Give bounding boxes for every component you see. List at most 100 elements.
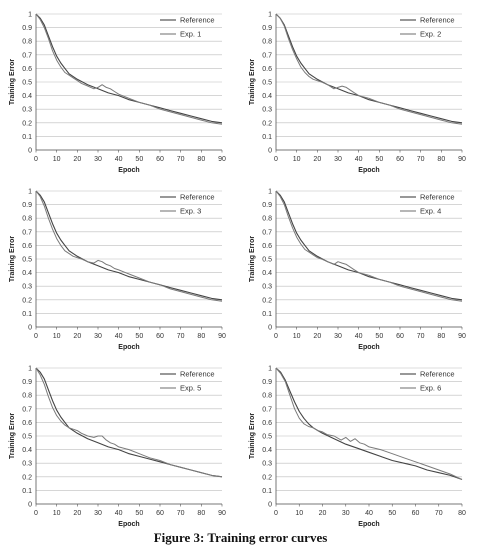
y-tick-label: 0.6	[262, 243, 272, 250]
y-tick-label: 0.7	[262, 52, 272, 59]
x-tick-label: 10	[53, 333, 61, 340]
y-tick-label: 0.3	[262, 461, 272, 468]
y-axis-label: Training Error	[9, 413, 16, 460]
y-tick-label: 0.6	[262, 66, 272, 73]
y-tick-label: 0.8	[262, 39, 272, 46]
y-tick-label: 0	[28, 502, 32, 509]
y-tick-label: 0	[268, 502, 272, 509]
chart-panel-5: 00.10.20.30.40.50.60.70.80.910 10 20 30 40 50…	[9, 366, 226, 529]
y-tick-label: 0.2	[22, 297, 32, 304]
x-tick-label: 20	[313, 156, 321, 163]
x-axis-label: Epoch	[118, 344, 139, 351]
legend-label: Exp. 6	[420, 384, 441, 393]
experiment-series-line	[35, 190, 223, 302]
reference-series-line	[275, 367, 463, 481]
x-tick-label: 40	[365, 510, 373, 517]
x-tick-label: 90	[218, 156, 226, 163]
y-tick-label: 0.6	[262, 420, 272, 427]
x-tick-label: 50	[135, 510, 143, 517]
x-tick-label: 60	[412, 510, 420, 517]
y-axis-label: Training Error	[9, 59, 16, 106]
x-tick-label: 60	[396, 333, 404, 340]
x-tick-label: 10	[295, 510, 303, 517]
y-tick-label: 0.7	[22, 52, 32, 59]
legend-label: Reference	[420, 16, 455, 25]
x-tick-label: 30	[334, 156, 342, 163]
x-tick-label: 0	[274, 510, 278, 517]
y-tick-label: 0.4	[262, 270, 272, 277]
y-tick-label: 0.1	[262, 311, 272, 318]
reference-series-line	[275, 13, 463, 124]
x-tick-label: 90	[458, 156, 466, 163]
x-tick-label: 80	[197, 510, 205, 517]
y-tick-label: 0.5	[22, 434, 32, 441]
y-axis-label: Training Error	[249, 236, 256, 283]
y-tick-label: 0.5	[262, 434, 272, 441]
legend-label: Exp. 3	[180, 207, 201, 216]
y-tick-label: 0.4	[22, 447, 32, 454]
x-tick-label: 40	[115, 333, 123, 340]
y-tick-label: 1	[268, 12, 272, 19]
x-axis-label: Epoch	[358, 167, 379, 174]
x-tick-label: 0	[34, 333, 38, 340]
x-tick-label: 70	[177, 510, 185, 517]
legend-label: Exp. 2	[420, 30, 441, 39]
y-tick-label: 0.8	[22, 393, 32, 400]
x-axis-label: Epoch	[118, 521, 139, 528]
x-tick-label: 0	[274, 333, 278, 340]
y-tick-label: 0.1	[22, 311, 32, 318]
y-tick-label: 0.5	[22, 257, 32, 264]
y-tick-label: 0.5	[262, 80, 272, 87]
x-tick-label: 70	[435, 510, 443, 517]
y-tick-label: 0.4	[262, 447, 272, 454]
y-tick-label: 0.2	[22, 474, 32, 481]
x-tick-label: 40	[355, 156, 363, 163]
y-tick-label: 0.8	[22, 39, 32, 46]
y-tick-label: 0.8	[262, 216, 272, 223]
x-tick-label: 40	[355, 333, 363, 340]
y-tick-label: 0.9	[22, 202, 32, 209]
x-tick-label: 60	[156, 333, 164, 340]
y-tick-label: 0.4	[262, 93, 272, 100]
y-tick-label: 0.7	[262, 406, 272, 413]
y-tick-label: 0.4	[22, 93, 32, 100]
experiment-series-line	[35, 367, 223, 478]
y-tick-label: 0.8	[262, 393, 272, 400]
chart-panel-2: 00.10.20.30.40.50.60.70.80.910 10 20 30 40 50…	[249, 12, 466, 175]
reference-series-line	[35, 190, 223, 301]
x-tick-label: 20	[319, 510, 327, 517]
y-tick-label: 0.5	[262, 257, 272, 264]
x-tick-label: 10	[293, 156, 301, 163]
y-tick-label: 0	[268, 148, 272, 155]
x-tick-label: 50	[375, 333, 383, 340]
y-tick-label: 0.7	[22, 229, 32, 236]
y-tick-label: 0	[268, 325, 272, 332]
legend-label: Exp. 1	[180, 30, 201, 39]
experiment-series-line	[275, 367, 463, 480]
x-tick-label: 90	[218, 333, 226, 340]
x-tick-label: 60	[396, 156, 404, 163]
legend-label: Reference	[180, 193, 215, 202]
y-tick-label: 0.1	[262, 488, 272, 495]
y-axis-label: Training Error	[9, 236, 16, 283]
x-tick-label: 50	[388, 510, 396, 517]
legend-label: Exp. 5	[180, 384, 201, 393]
y-tick-label: 1	[28, 12, 32, 19]
x-tick-label: 50	[135, 156, 143, 163]
x-axis-label: Epoch	[118, 167, 139, 174]
x-tick-label: 70	[417, 156, 425, 163]
y-tick-label: 0.2	[262, 297, 272, 304]
y-tick-label: 0.1	[22, 488, 32, 495]
legend-label: Reference	[180, 16, 215, 25]
x-tick-label: 80	[437, 156, 445, 163]
y-tick-label: 1	[28, 366, 32, 373]
x-tick-label: 30	[342, 510, 350, 517]
reference-series-line	[35, 13, 223, 124]
y-tick-label: 0.2	[262, 120, 272, 127]
figure: 0 0.1 0.2 0.3 0.4 0.5 0.6 0.7 0.8 0.9 1 0 10 20 30 40 50…	[9, 12, 466, 529]
y-tick-label: 0.3	[22, 461, 32, 468]
y-tick-label: 0.9	[22, 379, 32, 386]
y-axis-label: Training Error	[249, 59, 256, 106]
y-tick-label: 0.7	[262, 229, 272, 236]
x-tick-label: 80	[437, 333, 445, 340]
